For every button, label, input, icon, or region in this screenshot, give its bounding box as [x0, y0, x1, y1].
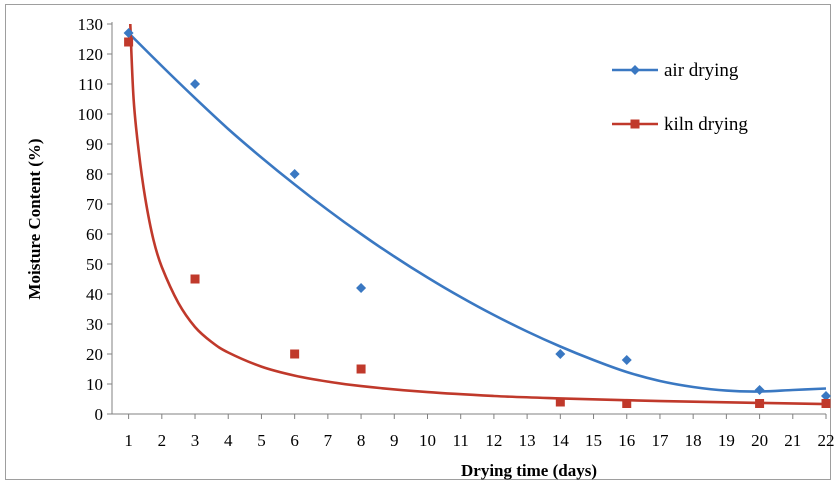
y-tick-label: 10 — [86, 375, 103, 394]
x-tick-label: 12 — [485, 431, 502, 450]
data-point-series-1 — [755, 399, 765, 408]
data-point-series-0 — [356, 283, 367, 293]
data-point-series-1 — [821, 399, 831, 408]
y-tick-label: 120 — [78, 45, 104, 64]
x-tick-label: 13 — [519, 431, 536, 450]
data-point-series-0 — [821, 391, 831, 401]
x-tick-label: 17 — [651, 431, 669, 450]
data-point-series-0 — [190, 79, 201, 89]
y-axis-title: Moisture Content (%) — [25, 138, 44, 299]
legend-marker-series-1 — [630, 119, 640, 129]
data-point-series-0 — [621, 355, 632, 365]
x-tick-label: 20 — [751, 431, 768, 450]
x-tick-label: 18 — [685, 431, 702, 450]
data-point-series-1 — [555, 397, 565, 407]
data-point-series-1 — [290, 349, 300, 359]
x-tick-label: 11 — [453, 431, 469, 450]
data-point-series-0 — [123, 28, 134, 38]
data-point-series-0 — [289, 169, 300, 179]
x-tick-label: 6 — [290, 431, 299, 450]
y-tick-label: 60 — [86, 225, 103, 244]
trendline-series-1 — [129, 23, 827, 406]
x-tick-label: 9 — [390, 431, 399, 450]
x-tick-label: 15 — [585, 431, 602, 450]
y-tick-label: 0 — [95, 405, 104, 424]
y-tick-label: 80 — [86, 165, 103, 184]
trendline-series-0 — [127, 32, 827, 393]
data-point-series-0 — [555, 349, 566, 359]
data-point-series-1 — [124, 37, 134, 47]
legend-label-series-0: air drying — [664, 60, 739, 81]
x-tick-label: 19 — [718, 431, 735, 450]
y-tick-label: 50 — [86, 255, 103, 274]
x-axis-title: Drying time (days) — [461, 461, 597, 480]
x-tick-label: 5 — [257, 431, 266, 450]
points — [123, 28, 831, 408]
x-tick-label: 4 — [224, 431, 233, 450]
legend-marker-series-0 — [630, 65, 640, 75]
legend-label-series-1: kiln drying — [664, 114, 748, 135]
data-point-series-1 — [622, 399, 632, 408]
x-tick-label: 8 — [357, 431, 366, 450]
data-point-series-1 — [356, 364, 366, 374]
y-tick-label: 130 — [78, 15, 104, 34]
data-point-series-1 — [190, 274, 200, 284]
data-point-series-0 — [754, 385, 765, 395]
x-tick-label: 14 — [552, 431, 570, 450]
legend: air drying kiln drying — [612, 60, 748, 135]
y-tick-label: 40 — [86, 285, 103, 304]
y-tick-label: 90 — [86, 135, 103, 154]
x-tick-label: 2 — [158, 431, 167, 450]
x-tick-label: 3 — [191, 431, 200, 450]
y-tick-label: 70 — [86, 195, 103, 214]
y-tick-label: 30 — [86, 315, 103, 334]
x-tick-label: 16 — [618, 431, 635, 450]
trendlines — [127, 23, 827, 406]
x-tick-label: 22 — [818, 431, 835, 450]
x-tick-label: 7 — [324, 431, 333, 450]
x-tick-label: 21 — [784, 431, 801, 450]
x-tick-label: 10 — [419, 431, 436, 450]
y-tick-label: 20 — [86, 345, 103, 364]
y-tick-label: 110 — [78, 75, 103, 94]
x-tick-label: 1 — [124, 431, 133, 450]
y-tick-label: 100 — [78, 105, 104, 124]
